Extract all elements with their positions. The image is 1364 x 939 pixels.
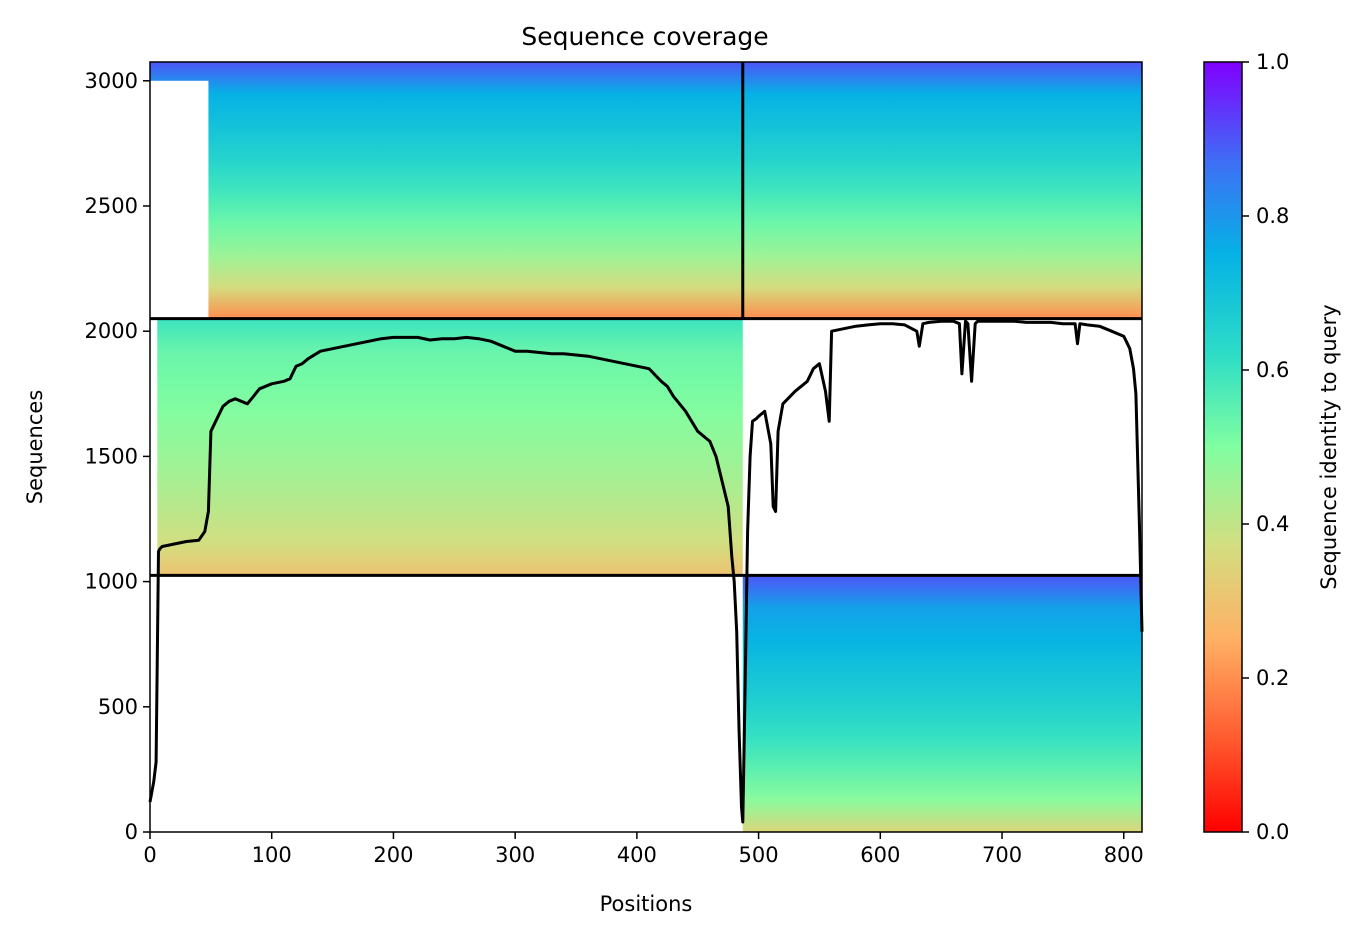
heatmap-block-lower-right [742,575,1142,832]
colorbar-tick-label: 0.0 [1256,820,1289,844]
y-tick-label: 1500 [85,444,138,468]
y-tick-label: 1000 [85,570,138,594]
x-tick-label: 600 [860,843,900,867]
y-axis-label: Sequences [23,390,47,505]
colorbar [1203,61,1243,833]
y-tick-label: 500 [98,695,138,719]
x-axis-ticks: 0 100 200 300 400 500 600 700 800 [143,832,1144,867]
plot-frame [149,61,1143,833]
heatmap-layer [150,62,1142,832]
x-axis-label: Positions [600,892,693,916]
heatmap-block-upper-left [150,62,743,319]
colorbar-label: Sequence identity to query [1317,304,1341,589]
colorbar-tick-label: 0.6 [1256,358,1289,382]
y-tick-label: 2500 [85,194,138,218]
x-tick-label: 300 [495,843,535,867]
gap-region [150,80,209,319]
y-tick-label: 3000 [85,69,138,93]
colorbar-tick-label: 1.0 [1256,50,1289,74]
chart-title: Sequence coverage [521,22,768,51]
heatmap-block-middle-left [150,318,743,576]
colorbar-ticks: 0.0 0.2 0.4 0.6 0.8 1.0 [1242,50,1289,844]
x-tick-label: 200 [373,843,413,867]
y-tick-label: 0 [125,820,138,844]
x-tick-label: 700 [982,843,1022,867]
gap-region [150,318,158,576]
divider-lines [150,62,1142,577]
x-tick-label: 800 [1104,843,1144,867]
y-axis-ticks: 0 500 1000 1500 2000 2500 3000 [85,69,150,844]
y-tick-label: 2000 [85,319,138,343]
x-tick-label: 100 [252,843,292,867]
colorbar-tick-label: 0.4 [1256,512,1289,536]
x-tick-label: 0 [143,843,156,867]
coverage-line [148,319,1144,824]
x-tick-label: 400 [617,843,657,867]
colorbar-tick-label: 0.2 [1256,666,1289,690]
x-tick-label: 500 [739,843,779,867]
colorbar-tick-label: 0.8 [1256,204,1289,228]
heatmap-block-upper-right [742,62,1142,319]
